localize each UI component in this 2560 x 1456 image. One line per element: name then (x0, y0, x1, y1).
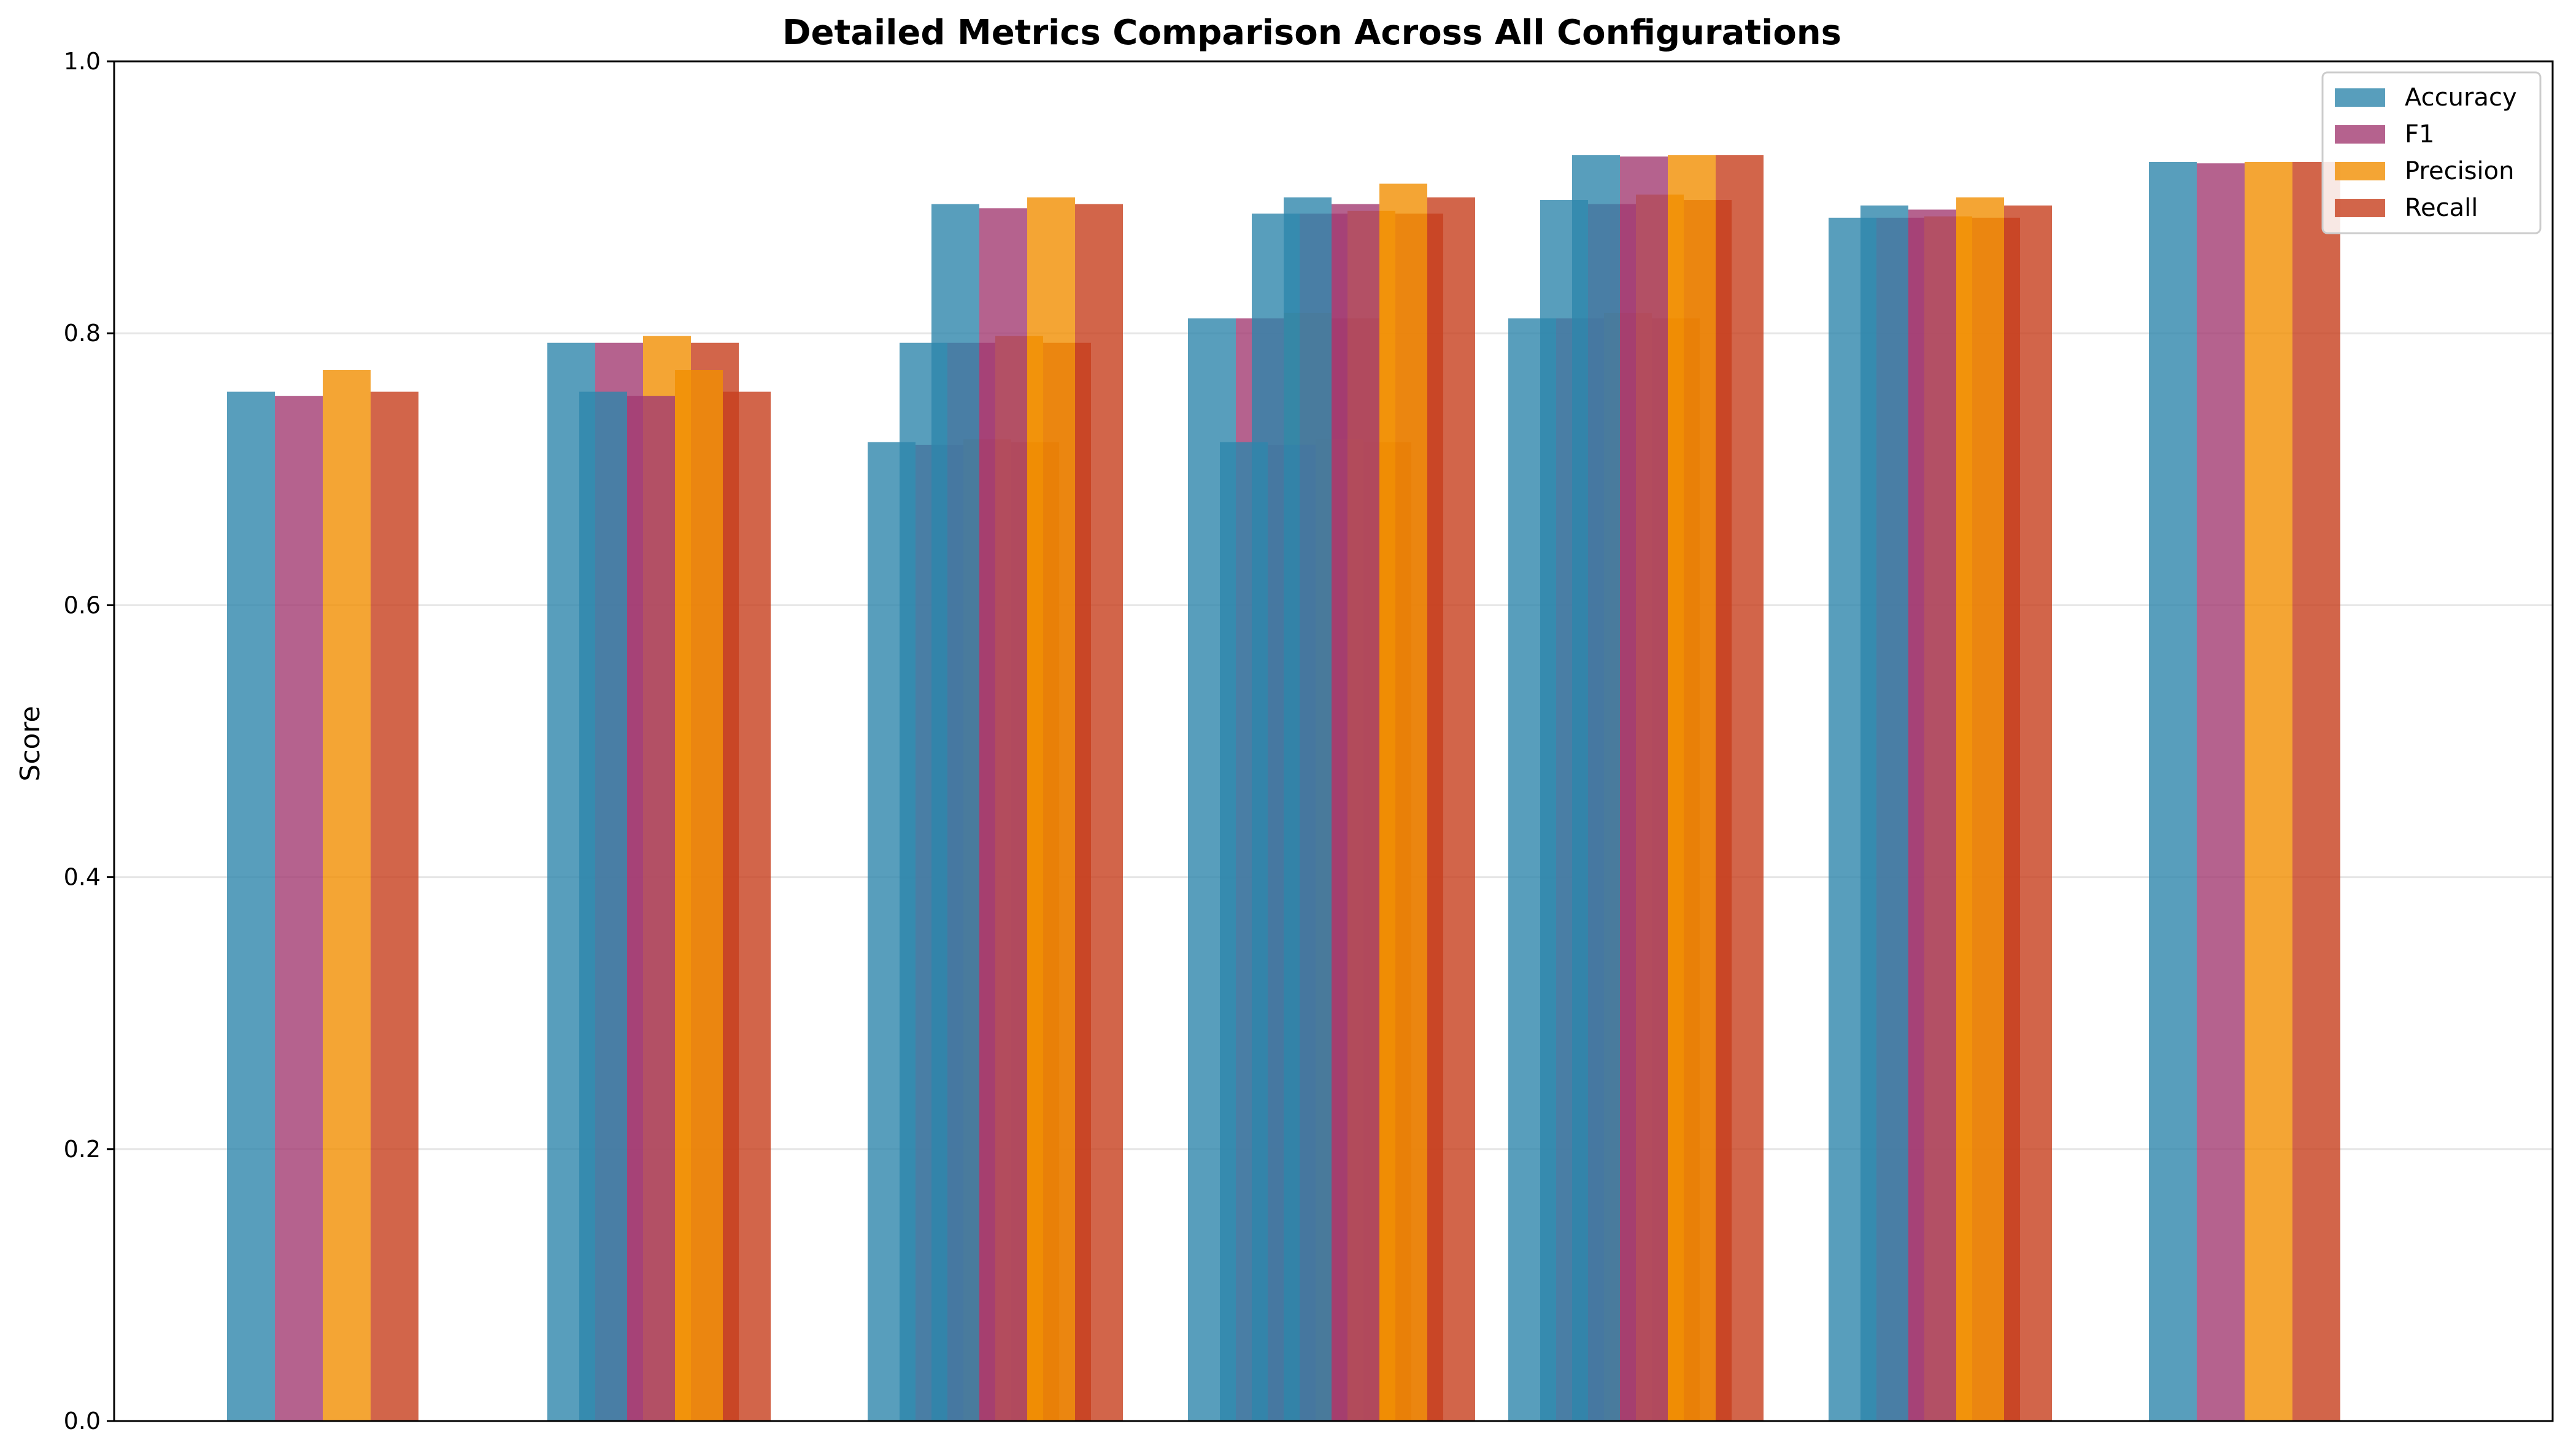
legend-swatch-accuracy (2335, 88, 2385, 107)
bar-accuracy (1860, 205, 1908, 1421)
bar-precision (2245, 161, 2292, 1422)
bar-group (1829, 197, 2052, 1422)
bar-f1 (1332, 204, 1379, 1422)
bar-group (227, 370, 418, 1421)
bar-accuracy (1284, 197, 1332, 1422)
y-axis-label: Score (15, 706, 46, 781)
legend-swatch-f1 (2335, 125, 2385, 144)
bar-f1 (275, 396, 323, 1421)
legend-label-recall: Recall (2405, 194, 2478, 222)
axes: 0.0 0.2 0.4 0.6 0.8 1.0 (64, 48, 2554, 1435)
bar-precision (1956, 197, 2004, 1422)
y-tick-label: 1.0 (64, 48, 101, 75)
chart-title: Detailed Metrics Comparison Across All C… (782, 13, 1841, 53)
bar-group (547, 336, 771, 1422)
bar-precision (1027, 197, 1075, 1422)
bar-recall (371, 391, 418, 1421)
legend: Accuracy F1 Precision Recall (2321, 71, 2542, 234)
bars (227, 155, 2340, 1422)
bar-recall (723, 391, 771, 1421)
bar-f1 (627, 396, 675, 1421)
bar-accuracy (2149, 161, 2197, 1422)
bar-recall (1716, 155, 1764, 1421)
bar-accuracy (931, 204, 979, 1422)
bar-f1 (2197, 163, 2245, 1422)
bar-group (2149, 161, 2340, 1422)
legend-box (2321, 71, 2542, 234)
bar-accuracy (579, 391, 627, 1421)
bar-precision (675, 370, 723, 1421)
legend-swatch-precision (2335, 162, 2385, 180)
bar-recall (1427, 197, 1475, 1422)
bar-f1 (979, 208, 1027, 1421)
bar-group (1188, 183, 1475, 1422)
bar-recall (2292, 161, 2340, 1422)
bar-precision (1379, 183, 1427, 1422)
plot-frame (113, 60, 2554, 1422)
bar-accuracy (1572, 155, 1620, 1421)
bar-accuracy (227, 391, 275, 1421)
bar-group (1508, 155, 1764, 1422)
bar-f1 (1908, 209, 1956, 1422)
bar-recall (2004, 205, 2052, 1421)
bar-precision (1668, 155, 1716, 1421)
y-tick-label: 0.2 (64, 1136, 101, 1163)
bar-group (868, 197, 1123, 1422)
bar-f1 (1620, 156, 1668, 1421)
y-tick-label: 0.4 (64, 864, 101, 891)
legend-swatch-recall (2335, 199, 2385, 217)
y-tick-label: 0.6 (64, 591, 101, 618)
y-tick-label: 0.0 (64, 1408, 101, 1435)
legend-label-accuracy: Accuracy (2405, 83, 2517, 112)
bar-precision (323, 370, 371, 1421)
legend-label-precision: Precision (2405, 157, 2514, 185)
y-tick-label: 0.8 (64, 320, 101, 347)
legend-label-f1: F1 (2405, 120, 2434, 148)
bar-recall (1075, 204, 1123, 1422)
